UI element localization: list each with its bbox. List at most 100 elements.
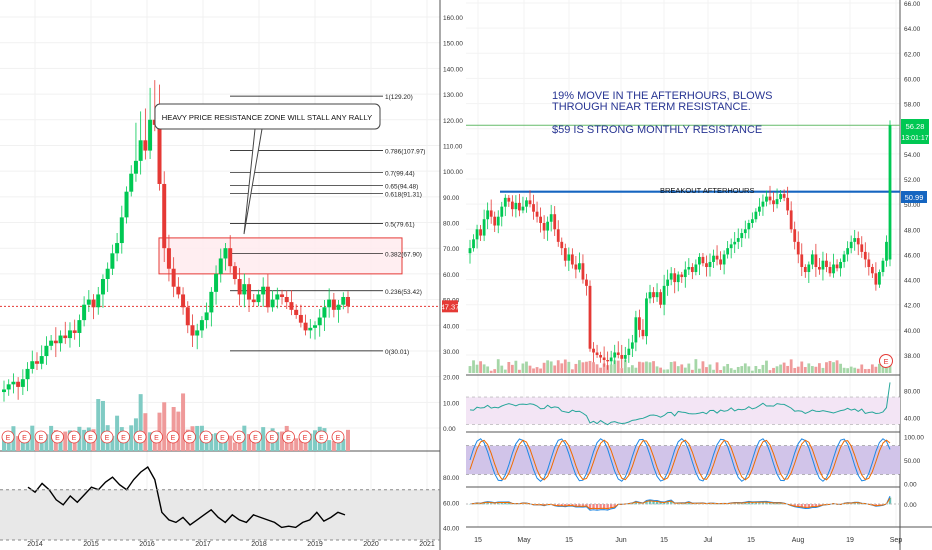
right-time-axis[interactable]: 15 May 15 Jun 15 Jul 15 Aug 19 Sep (474, 537, 902, 544)
macd-hist-bar (507, 502, 511, 505)
volume-bar (863, 369, 867, 373)
candle-body (860, 244, 864, 252)
stoch-tick-label: 50.00 (904, 458, 921, 465)
candle-body (878, 272, 881, 285)
candle-body (708, 261, 712, 267)
volume-bar (500, 365, 504, 373)
volume-bar (616, 360, 620, 373)
volume-bar (705, 367, 708, 373)
left-time-axis[interactable]: 2014 2015 2016 2017 2018 2019 2020 2021 (27, 541, 435, 548)
volume-bar (860, 364, 864, 373)
volume-bar (553, 365, 557, 373)
volume-bar (521, 363, 525, 373)
earnings-icon (282, 430, 295, 444)
time-tick-label: May (517, 537, 531, 544)
volume-bar (793, 367, 797, 373)
macd-hist-bar (581, 504, 585, 507)
price-tick-label: 30.00 (443, 349, 460, 356)
macd-axis: 0.00 (904, 502, 917, 509)
breakout-tag-bg (901, 191, 927, 203)
volume-bar (652, 361, 655, 373)
macd-hist-bar (571, 504, 574, 507)
volume-bar (761, 364, 765, 373)
right-earnings-marker[interactable]: E (879, 354, 893, 368)
candle-body (733, 241, 737, 245)
candle-body (560, 241, 564, 249)
price-tick-label: 44.00 (904, 278, 921, 285)
candle-body (528, 200, 532, 205)
time-tick-label: 2017 (195, 541, 211, 548)
macd-hist-bar (585, 504, 588, 507)
earnings-label: E (883, 357, 888, 366)
candle-body (242, 284, 247, 295)
candle-body (284, 296, 289, 303)
candle-body (162, 183, 167, 249)
right-price-axis[interactable]: 66.0064.0062.0060.0058.0056.0054.0052.00… (904, 1, 921, 360)
volume-bar (581, 362, 585, 373)
annotation-line-2: THROUGH NEAR TERM RESISTANCE. (552, 101, 751, 113)
macd-hist-bar (659, 502, 662, 505)
earnings-icon (331, 430, 345, 444)
volume-bar (162, 402, 167, 451)
macd-hist-bar (662, 502, 666, 505)
candle-body (761, 201, 765, 207)
time-tick-label: Jun (615, 537, 626, 544)
volume-bar (602, 363, 606, 373)
volume-bar (247, 434, 252, 451)
volume-bar (218, 442, 223, 451)
volume-bar (687, 363, 691, 373)
earnings-label: E (286, 435, 291, 442)
volume-bar (489, 370, 493, 373)
volume-bar (228, 435, 233, 451)
price-tick-label: 48.00 (904, 227, 921, 234)
resistance-zone-group (158, 237, 403, 275)
candle-body (694, 264, 698, 273)
macd-hist-bar (560, 504, 563, 507)
candle-body (521, 206, 525, 211)
volume-bar (110, 435, 115, 451)
right-chart-panel[interactable]: 19% MOVE IN THE AFTERHOURS, BLOWS THROUG… (466, 0, 932, 550)
candle-body (336, 304, 341, 310)
volume-bar (818, 363, 821, 373)
candle-body (881, 260, 885, 273)
candle-body (251, 299, 256, 303)
candle-body (317, 317, 322, 326)
time-tick-label: 2021 (419, 541, 435, 548)
candle-body (67, 330, 72, 339)
candle-body (740, 233, 744, 239)
time-tick-label: 19 (846, 537, 854, 544)
candle-body (616, 352, 620, 355)
stochastic-axis: 100.00 50.00 0.00 (904, 434, 924, 488)
candle-body (199, 320, 204, 331)
candle-body (44, 345, 49, 357)
candle-body (11, 381, 16, 385)
candle-body (289, 302, 294, 310)
candle-body (53, 340, 58, 344)
candle-body (842, 254, 846, 262)
volume-bar (712, 369, 715, 373)
earnings-label: E (138, 435, 143, 442)
rsi-band (466, 397, 900, 425)
candle-body (91, 299, 96, 308)
candle-body (715, 255, 719, 260)
volume-bar (796, 366, 800, 373)
price-tick-label: 64.00 (904, 26, 921, 33)
earnings-label: E (72, 435, 77, 442)
left-price-axis[interactable]: 160.00 150.00 140.00 130.00 120.00 110.00 100.… (443, 15, 463, 433)
candle-body (214, 273, 219, 292)
candle-body (810, 254, 814, 265)
volume-bar (542, 362, 546, 373)
volume-bar (124, 439, 129, 451)
price-tick-label: 40.00 (904, 328, 921, 335)
earnings-label: E (336, 435, 341, 442)
left-chart-panel[interactable]: 1(129.20) 0.786(107.97) 0.7(99.44) 0.65(94.… (0, 0, 463, 550)
volume-bar (662, 369, 666, 373)
candle-body (659, 292, 662, 305)
resistance-callout[interactable]: HEAVY PRICE RESISTANCE ZONE WILL STALL A… (154, 103, 381, 235)
candle-body (133, 160, 138, 174)
macd-hist-bar (475, 503, 479, 505)
macd-hist-bar (655, 501, 659, 505)
candle-body (772, 200, 775, 205)
osc-tick-label: 40.00 (443, 525, 460, 532)
